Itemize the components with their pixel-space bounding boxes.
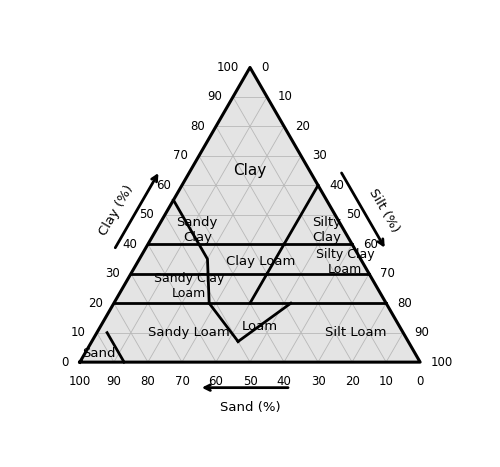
- Text: 80: 80: [397, 297, 412, 310]
- Text: 70: 70: [173, 149, 188, 163]
- Text: Sandy
Clay: Sandy Clay: [176, 215, 218, 243]
- Text: Sand (%): Sand (%): [220, 401, 280, 414]
- Text: 90: 90: [414, 326, 429, 339]
- Text: 60: 60: [156, 179, 171, 192]
- Text: Sandy Clay
Loam: Sandy Clay Loam: [154, 271, 224, 299]
- Text: 10: 10: [71, 326, 86, 339]
- Text: 30: 30: [312, 149, 326, 163]
- Text: 100: 100: [431, 356, 454, 368]
- Text: Silty Clay
Loam: Silty Clay Loam: [316, 248, 374, 276]
- Text: 50: 50: [346, 208, 360, 221]
- Text: Sandy Loam: Sandy Loam: [148, 326, 230, 339]
- Text: 10: 10: [378, 375, 394, 388]
- Text: 70: 70: [380, 267, 395, 280]
- Text: 50: 50: [242, 375, 258, 388]
- Text: 40: 40: [122, 238, 137, 251]
- Text: 80: 80: [140, 375, 156, 388]
- Text: 10: 10: [278, 91, 293, 103]
- Text: Silty
Clay: Silty Clay: [312, 215, 341, 243]
- Text: 100: 100: [217, 61, 239, 74]
- Text: 60: 60: [363, 238, 378, 251]
- Text: 0: 0: [62, 356, 69, 368]
- Text: 0: 0: [416, 375, 424, 388]
- Text: Silt (%): Silt (%): [366, 186, 402, 234]
- Text: 90: 90: [207, 91, 222, 103]
- Text: 40: 40: [276, 375, 291, 388]
- Text: 80: 80: [190, 120, 205, 133]
- Text: 20: 20: [295, 120, 310, 133]
- Polygon shape: [80, 67, 420, 362]
- Text: 20: 20: [88, 297, 103, 310]
- Text: 90: 90: [106, 375, 122, 388]
- Text: Clay (%): Clay (%): [97, 183, 136, 238]
- Text: Clay Loam: Clay Loam: [226, 255, 295, 269]
- Text: 40: 40: [329, 179, 344, 192]
- Text: 50: 50: [140, 208, 154, 221]
- Text: 70: 70: [174, 375, 190, 388]
- Text: 100: 100: [68, 375, 91, 388]
- Text: 30: 30: [310, 375, 326, 388]
- Text: 0: 0: [261, 61, 268, 74]
- Text: 30: 30: [106, 267, 120, 280]
- Text: Silt Loam: Silt Loam: [324, 326, 386, 339]
- Text: Sand: Sand: [82, 347, 116, 360]
- Text: 20: 20: [344, 375, 360, 388]
- Text: 60: 60: [208, 375, 224, 388]
- Text: Loam: Loam: [242, 320, 279, 333]
- Text: Clay: Clay: [234, 163, 266, 178]
